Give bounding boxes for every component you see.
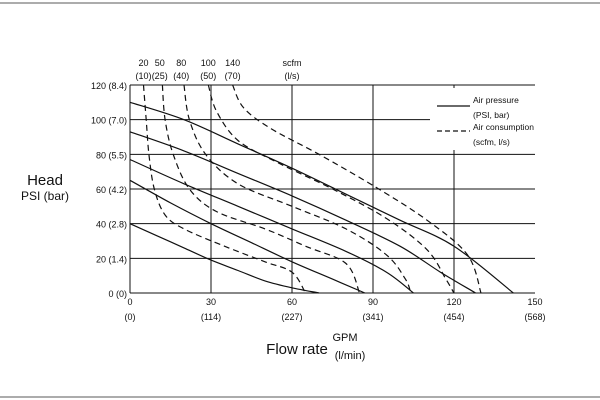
air-pressure-curve-4: [129, 179, 366, 294]
y-tick-label: 120 (8.4): [91, 81, 127, 91]
top-axis-ls-label: (70): [225, 71, 241, 81]
air-pressure-curve-2: [129, 131, 476, 294]
top-axis-scfm-label: 50: [155, 58, 165, 68]
x-axis-unit-bottom: (l/min): [335, 350, 366, 362]
air-pressure-curve-5: [129, 223, 320, 294]
y-axis-title: Head: [27, 172, 63, 189]
top-axis-scfm-label: 80: [176, 58, 186, 68]
top-axis-unit-label: scfm: [283, 58, 302, 68]
y-axis-units: PSI (bar): [21, 189, 69, 203]
x-tick-sublabel: (341): [362, 312, 383, 322]
top-axis-unit-sublabel: (l/s): [285, 71, 300, 81]
top-axis-ls-label: (40): [173, 71, 189, 81]
legend-dashed-sub: (scfm, l/s): [473, 137, 510, 147]
air-pressure-curve-1: [129, 101, 514, 294]
y-tick-label: 60 (4.2): [96, 185, 127, 195]
top-axis-scfm-label: 20: [138, 58, 148, 68]
x-axis-title: Flow rate: [266, 341, 328, 358]
x-tick-sublabel: (227): [281, 312, 302, 322]
top-axis-ls-label: (50): [200, 71, 216, 81]
legend-box: [430, 88, 536, 150]
y-tick-label: 80 (5.5): [96, 150, 127, 160]
air-pressure-curve-3: [129, 158, 414, 294]
x-tick-sublabel: (114): [201, 312, 221, 322]
air-consumption-curve-9: [207, 84, 455, 294]
legend-dashed-label: Air consumption: [473, 122, 534, 132]
legend-solid-label: Air pressure: [473, 95, 519, 105]
y-tick-label: 20 (1.4): [96, 254, 127, 264]
top-axis-ls-label: (25): [152, 71, 168, 81]
legend-solid-sub: (PSI, bar): [473, 110, 510, 120]
x-tick-label: 0: [127, 297, 132, 307]
air-consumption-curve-6: [142, 84, 307, 294]
legend: Air pressure (PSI, bar) Air consumption …: [430, 88, 536, 150]
top-axis-scfm-label: 100: [201, 58, 216, 68]
x-axis-unit-top: GPM: [332, 332, 357, 344]
x-tick-label: 120: [446, 297, 461, 307]
top-axis-ls-label: (10): [135, 71, 151, 81]
y-tick-label: 100 (7.0): [91, 116, 127, 126]
y-tick-label: 40 (2.8): [96, 220, 127, 230]
x-tick-sublabel: (0): [125, 312, 136, 322]
x-tick-label: 60: [287, 297, 297, 307]
x-tick-sublabel: (568): [524, 312, 545, 322]
x-tick-label: 90: [368, 297, 378, 307]
top-axis-scfm-label: 140: [225, 58, 240, 68]
y-tick-label: 0 (0): [108, 289, 127, 299]
axes-layer: 0 (0) 20 (1.4) 40 (2.8) 60 (4.2) 80 (5.5) 100…: [91, 58, 546, 322]
x-tick-label: 30: [206, 297, 216, 307]
air-consumption-curve-7: [161, 84, 361, 294]
series-layer: [129, 84, 514, 294]
x-tick-sublabel: (454): [443, 312, 464, 322]
x-tick-label: 150: [527, 297, 542, 307]
